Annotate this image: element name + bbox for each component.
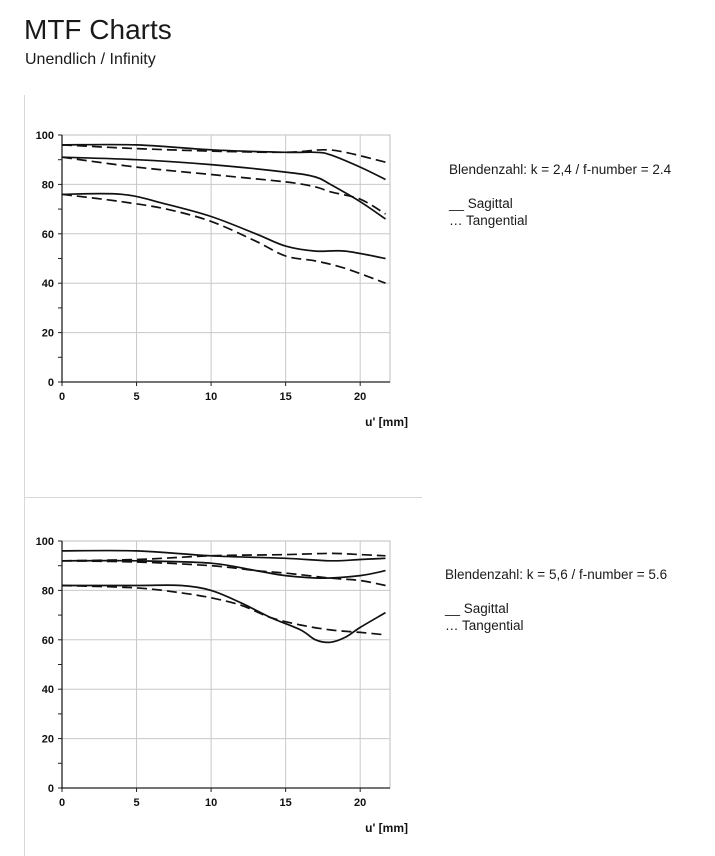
mtf-chart-1: 0 20 40 60 80 100 0 5 10 15 20 u' [mm] — [0, 118, 430, 428]
x-tick-label: 15 — [280, 797, 292, 809]
page-subtitle: Unendlich / Infinity — [25, 51, 156, 68]
vertical-divider — [24, 95, 25, 856]
x-tick-label: 20 — [354, 797, 366, 809]
x-tick-label: 10 — [205, 391, 217, 403]
tangential-series-line-5 — [61, 584, 386, 636]
legend-2-sagittal: __ Sagittal — [445, 601, 509, 616]
y-tick-label: 60 — [42, 635, 54, 647]
sagittal-series-line-2 — [61, 559, 386, 579]
sagittal-series-line-4 — [61, 584, 386, 644]
mtf-chart-2-svg: 0 20 40 60 80 100 0 5 10 15 20 u' [mm] — [36, 536, 408, 834]
legend-1-sagittal: __ Sagittal — [449, 196, 513, 211]
legend-2: Blendenzahl: k = 5,6 / f-number = 5.6 __… — [445, 566, 667, 634]
legend-2-tangential: … Tangential — [445, 618, 524, 633]
y-tick-label: 80 — [42, 179, 54, 191]
plot-area — [61, 134, 391, 383]
y-tick-label: 0 — [48, 783, 54, 795]
mtf-chart-2: 0 20 40 60 80 100 0 5 10 15 20 u' [mm] — [0, 524, 430, 834]
sagittal-series-line-2 — [61, 156, 386, 220]
y-tick-label: 80 — [42, 585, 54, 597]
mtf-chart-1-svg: 0 20 40 60 80 100 0 5 10 15 20 u' [mm] — [36, 130, 408, 428]
x-tick-label: 20 — [354, 391, 366, 403]
horizontal-divider — [24, 497, 422, 498]
x-tick-label: 5 — [133, 391, 139, 403]
legend-1-fnumber: Blendenzahl: k = 2,4 / f-number = 2.4 — [449, 162, 672, 177]
y-tick-label: 40 — [42, 684, 54, 696]
y-tick-label: 100 — [36, 536, 54, 548]
legend-2-fnumber: Blendenzahl: k = 5,6 / f-number = 5.6 — [445, 567, 668, 582]
x-axis-label: u' [mm] — [365, 415, 408, 428]
sagittal-series-line-0 — [61, 549, 386, 562]
x-tick-label: 15 — [280, 391, 292, 403]
x-tick-label: 5 — [133, 797, 139, 809]
legend-1: Blendenzahl: k = 2,4 / f-number = 2.4 __… — [449, 161, 671, 229]
tangential-series-line-3 — [61, 156, 386, 215]
tangential-series-line-5 — [61, 193, 386, 284]
x-tick-label: 0 — [59, 797, 65, 809]
y-tick-label: 20 — [42, 328, 54, 340]
x-axis-label: u' [mm] — [365, 821, 408, 834]
x-tick-label: 0 — [59, 391, 65, 403]
y-tick-label: 0 — [48, 377, 54, 389]
y-tick-label: 100 — [36, 130, 54, 142]
x-tick-label: 10 — [205, 797, 217, 809]
sagittal-series-line-4 — [61, 192, 386, 260]
plot-area — [61, 540, 391, 789]
legend-1-tangential: … Tangential — [449, 213, 528, 228]
page-title: MTF Charts — [24, 14, 172, 45]
sagittal-series-line-0 — [61, 143, 386, 181]
y-tick-label: 20 — [42, 734, 54, 746]
y-tick-label: 40 — [42, 278, 54, 290]
y-tick-label: 60 — [42, 229, 54, 241]
